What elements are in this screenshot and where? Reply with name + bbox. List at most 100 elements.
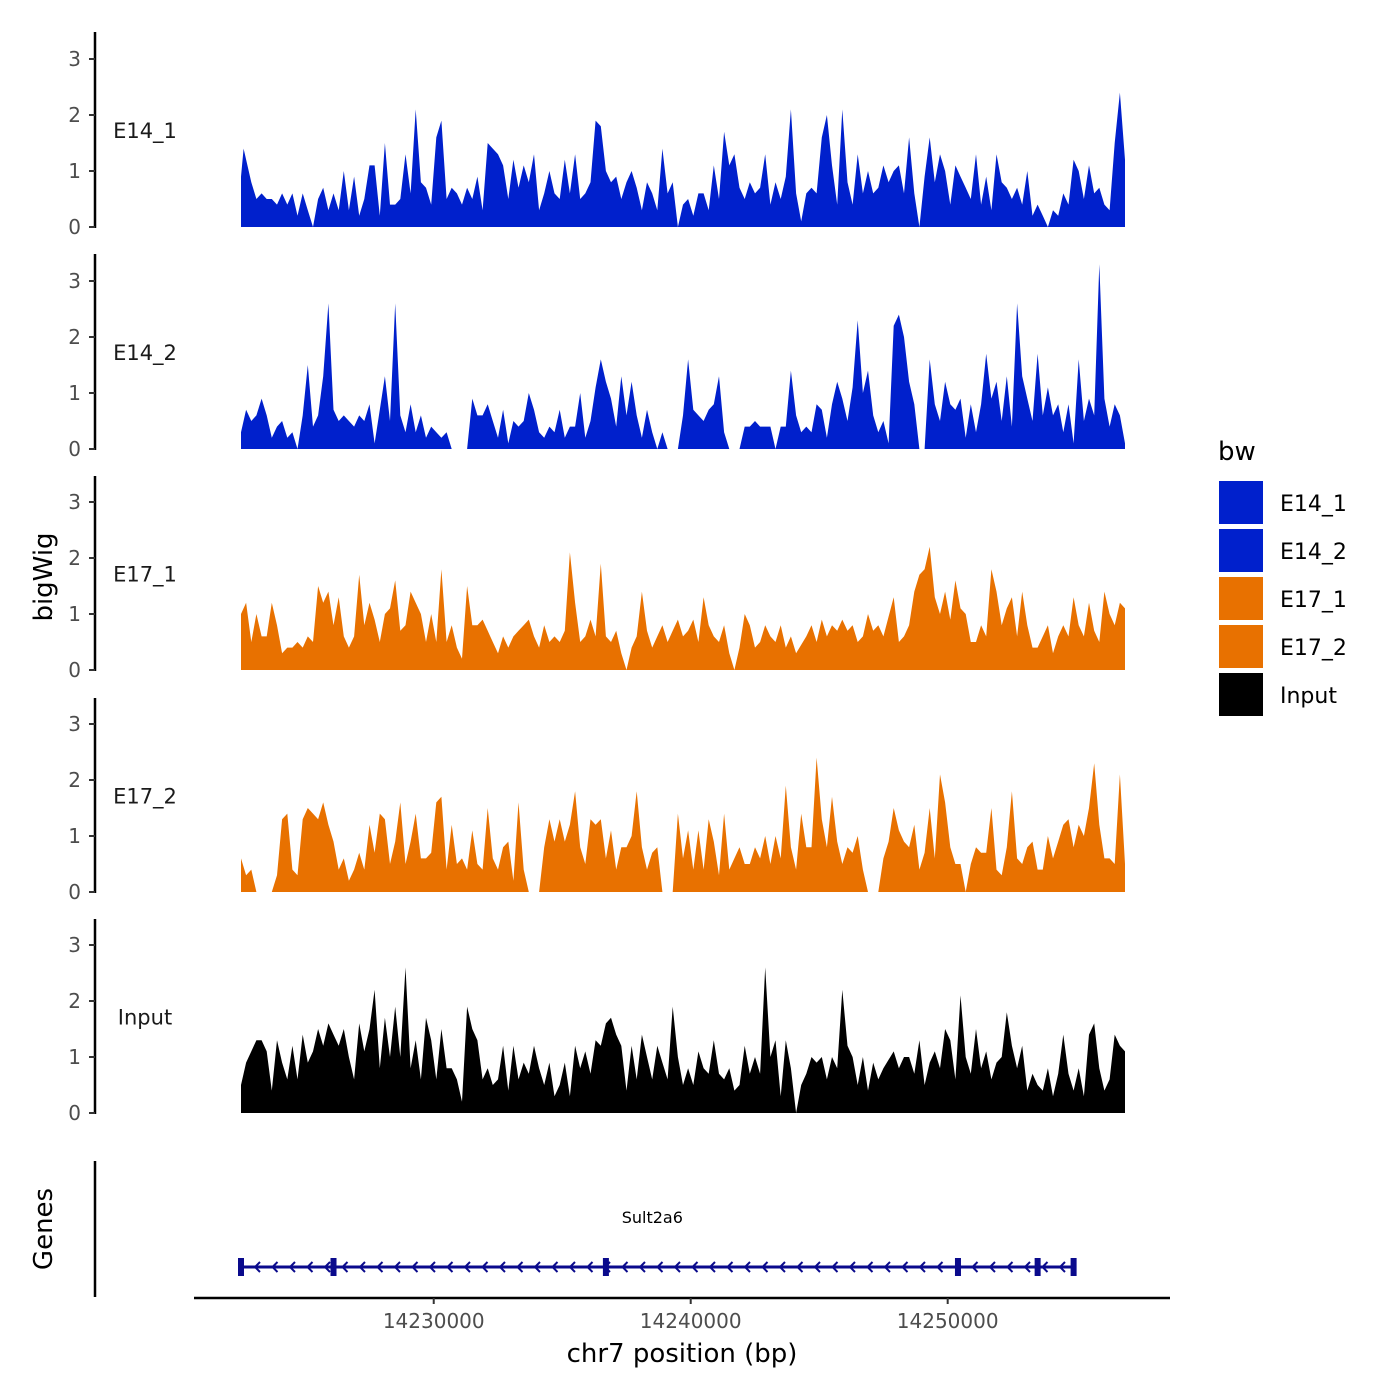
strand-chevron — [393, 1261, 401, 1273]
y-axis-title: bigWig — [29, 532, 59, 621]
y-tick-label: 0 — [68, 215, 81, 239]
legend-label: E17_2 — [1280, 636, 1347, 661]
y-tick-label: 0 — [68, 1101, 81, 1125]
y-tick-label: 0 — [68, 880, 81, 904]
legend-items: E14_1 E14_2 E17_1 E17_2 Input — [1219, 481, 1347, 716]
strand-chevron — [271, 1261, 279, 1273]
track-e17-2: 0 1 2 3 E17_2 — [68, 698, 1125, 904]
signal-area — [241, 757, 1125, 892]
genes-axis-title: Genes — [29, 1188, 59, 1270]
strand-chevron — [691, 1261, 699, 1273]
gene-exon — [954, 1258, 961, 1276]
legend-title: bw — [1218, 437, 1256, 467]
gene-sult2a6: Sult2a6 — [238, 1208, 1077, 1276]
strand-chevron — [971, 1261, 979, 1273]
y-tick-label: 0 — [68, 658, 81, 682]
strand-chevron — [708, 1261, 716, 1273]
strand-chevron — [586, 1261, 594, 1273]
legend-swatch — [1219, 673, 1263, 716]
track-label: E17_1 — [113, 563, 177, 588]
legend: bw E14_1 E14_2 E17_1 E17_2 Input — [1218, 437, 1347, 716]
legend-label: E14_1 — [1280, 492, 1347, 517]
strand-chevron — [796, 1261, 804, 1273]
signal-area — [241, 92, 1125, 227]
strand-chevron — [568, 1261, 576, 1273]
strand-chevron — [726, 1261, 734, 1273]
legend-item-e17-2: E17_2 — [1219, 625, 1347, 668]
track-input: 0 1 2 3 Input — [68, 919, 1125, 1125]
track-e14-2: 0 1 2 3 E14_2 — [68, 254, 1125, 461]
strand-chevron — [831, 1261, 839, 1273]
signal-area — [241, 264, 1125, 449]
track-e14-1: 0 1 2 3 E14_1 — [68, 32, 1125, 239]
strand-chevron — [883, 1261, 891, 1273]
strand-chevron — [306, 1261, 314, 1273]
gene-exon — [1070, 1258, 1077, 1276]
strand-chevron — [848, 1261, 856, 1273]
strand-chevron — [551, 1261, 559, 1273]
strand-chevron — [1023, 1261, 1031, 1273]
strand-chevron — [253, 1261, 261, 1273]
gene-exon — [602, 1258, 609, 1276]
gene-exon — [330, 1258, 337, 1276]
strand-chevron — [866, 1261, 874, 1273]
legend-swatch — [1219, 529, 1263, 572]
x-axis-title: chr7 position (bp) — [567, 1339, 798, 1369]
y-tick-label: 1 — [68, 824, 81, 848]
strand-chevron — [288, 1261, 296, 1273]
track-label: E17_2 — [113, 785, 177, 810]
signal-area — [241, 546, 1125, 670]
legend-label: E14_2 — [1280, 540, 1347, 565]
track-label: E14_2 — [113, 341, 177, 366]
genes-track: Sult2a6 — [93, 1161, 1077, 1297]
y-tick-label: 2 — [68, 325, 81, 349]
legend-label: E17_1 — [1280, 588, 1347, 613]
track-e17-1: 0 1 2 3 E17_1 — [68, 476, 1125, 682]
y-tick-label: 3 — [68, 490, 81, 514]
x-tick-label: 14250000 — [897, 1309, 999, 1333]
gene-exon — [238, 1258, 244, 1276]
strand-chevron — [446, 1261, 454, 1273]
strand-chevron — [673, 1261, 681, 1273]
x-tick-label: 14240000 — [640, 1309, 742, 1333]
strand-chevron — [376, 1261, 384, 1273]
strand-chevron — [918, 1261, 926, 1273]
strand-chevron — [428, 1261, 436, 1273]
y-tick-label: 2 — [68, 103, 81, 127]
legend-item-input: Input — [1219, 673, 1337, 716]
x-tick-label: 14230000 — [383, 1309, 485, 1333]
x-axis: 14230000 14240000 14250000 — [194, 1296, 1170, 1333]
legend-swatch — [1219, 625, 1263, 668]
strand-chevron — [341, 1261, 349, 1273]
y-tick-label: 1 — [68, 159, 81, 183]
y-tick-label: 1 — [68, 602, 81, 626]
strand-chevron — [533, 1261, 541, 1273]
strand-chevron — [988, 1261, 996, 1273]
y-tick-label: 1 — [68, 381, 81, 405]
y-tick-label: 2 — [68, 989, 81, 1013]
track-label: E14_1 — [113, 119, 177, 144]
strand-chevron — [638, 1261, 646, 1273]
legend-item-e14-1: E14_1 — [1219, 481, 1347, 524]
bigwig-tracks: 0 1 2 3 E14_1 0 1 2 3 E14_2 0 1 2 3 E17_1 0 1 2 3 E17_2 0 1 2 3… — [68, 32, 1125, 1125]
strand-chevron — [1006, 1261, 1014, 1273]
strand-chevron — [323, 1261, 331, 1273]
strand-chevron — [936, 1261, 944, 1273]
track-label: Input — [118, 1006, 172, 1030]
y-tick-label: 0 — [68, 437, 81, 461]
strand-chevron — [516, 1261, 524, 1273]
strand-chevron — [778, 1261, 786, 1273]
legend-item-e17-1: E17_1 — [1219, 577, 1347, 620]
y-tick-label: 2 — [68, 768, 81, 792]
gene-exon — [1034, 1258, 1041, 1276]
y-tick-label: 2 — [68, 546, 81, 570]
y-tick-label: 1 — [68, 1045, 81, 1069]
legend-item-e14-2: E14_2 — [1219, 529, 1347, 572]
strand-chevron — [411, 1261, 419, 1273]
strand-chevron — [901, 1261, 909, 1273]
y-tick-label: 3 — [68, 269, 81, 293]
strand-chevron — [463, 1261, 471, 1273]
legend-swatch — [1219, 577, 1263, 620]
strand-chevron — [621, 1261, 629, 1273]
